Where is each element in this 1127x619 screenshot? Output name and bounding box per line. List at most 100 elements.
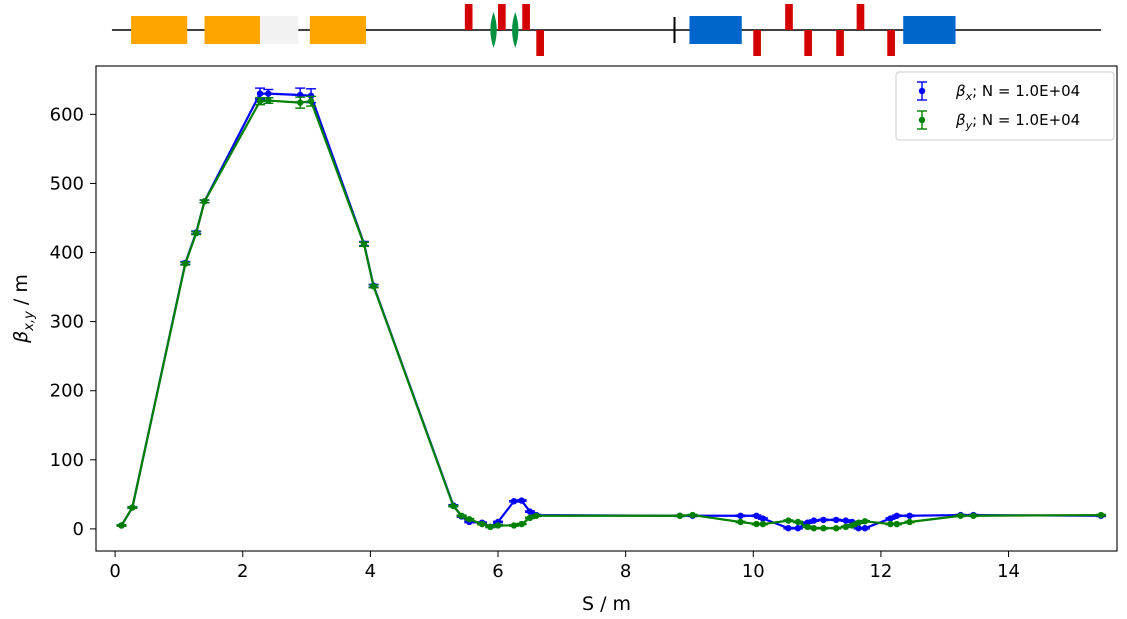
- data-point: [360, 241, 368, 248]
- lattice-diagram: [111, 4, 1102, 56]
- axes: 0 2 4 6 8 10 12 14 0 100 200 300 400 500 600: [50, 104, 1020, 582]
- data-point: [820, 525, 827, 532]
- lattice-element-solenoid: [903, 16, 956, 44]
- lattice-element-quad-focus: [498, 4, 506, 30]
- data-point: [785, 517, 792, 524]
- y-tick-label: 300: [50, 312, 84, 333]
- x-tick-label: 14: [997, 561, 1020, 582]
- y-tick-label: 500: [50, 173, 84, 194]
- data-point: [753, 520, 760, 528]
- data-point: [182, 260, 189, 267]
- plot-frame: [95, 65, 1118, 552]
- data-point: [820, 516, 827, 524]
- lattice-element-quad-focus: [856, 4, 865, 30]
- lattice-element-quad-defocus: [753, 30, 761, 56]
- data-point: [192, 229, 200, 237]
- legend-marker: [917, 110, 927, 130]
- x-tick-label: 4: [365, 561, 376, 582]
- data-point: [893, 520, 901, 528]
- data-point: [759, 520, 767, 528]
- series-line: [120, 92, 1102, 530]
- data-point: [794, 525, 802, 532]
- lattice-element-sextupole: [512, 12, 519, 48]
- legend-entry: βx; N = 1.0E+04: [955, 82, 1080, 103]
- data-point: [265, 97, 272, 104]
- data-point: [906, 512, 913, 519]
- x-tick-label: 2: [237, 561, 248, 582]
- lattice-element-quad-focus: [464, 4, 473, 30]
- data-point: [893, 512, 901, 519]
- lattice-element-sextupole: [490, 12, 497, 48]
- lattice-element-solenoid: [689, 16, 742, 44]
- data-point: [201, 198, 208, 205]
- series-layer: [116, 87, 1107, 532]
- data-point: [676, 512, 684, 519]
- data-point: [370, 283, 377, 290]
- data-point: [458, 512, 465, 519]
- y-tick-label: 600: [50, 104, 84, 125]
- x-tick-label: 10: [742, 561, 765, 582]
- data-point: [466, 516, 473, 523]
- data-point: [129, 504, 136, 511]
- data-point: [861, 525, 869, 532]
- data-point: [737, 518, 744, 526]
- lattice-element-quad-defocus: [836, 30, 844, 56]
- data-point: [810, 517, 818, 524]
- series-line: [120, 99, 1102, 530]
- lattice-element-quad-focus: [522, 4, 530, 30]
- lattice-element-quad-defocus: [804, 30, 812, 56]
- data-point: [265, 90, 272, 97]
- y-axis-label-unit: / m: [10, 274, 32, 311]
- data-point: [794, 518, 802, 526]
- data-point: [526, 508, 534, 515]
- data-point: [957, 512, 964, 519]
- data-point: [970, 512, 977, 519]
- data-point: [307, 98, 315, 105]
- data-point: [689, 511, 696, 519]
- data-point: [487, 523, 494, 531]
- data-point: [737, 512, 744, 519]
- data-point: [256, 90, 264, 97]
- data-point: [906, 518, 913, 526]
- x-tick-label: 8: [620, 561, 631, 582]
- legend-box: [895, 71, 1115, 141]
- data-point: [1097, 511, 1105, 519]
- x-tick-label: 12: [869, 561, 892, 582]
- series-x: [116, 87, 1107, 532]
- data-point: [785, 525, 792, 532]
- data-point: [450, 502, 457, 510]
- data-point: [759, 515, 767, 522]
- data-point: [518, 497, 525, 504]
- y-axis-label: βx,y / m: [10, 274, 37, 344]
- x-tick-label: 0: [109, 561, 120, 582]
- lattice-element-dipole-faint: [259, 16, 299, 44]
- data-point: [118, 522, 125, 529]
- y-tick-label: 400: [50, 243, 84, 264]
- lattice-element-marker: [673, 17, 676, 43]
- lattice-element-dipole: [131, 16, 188, 44]
- y-axis-label-symbol: β: [10, 331, 32, 344]
- data-point: [810, 525, 818, 532]
- lattice-element-dipole: [204, 16, 260, 44]
- lattice-element-quad-focus: [785, 4, 793, 30]
- lattice-element-quad-defocus: [536, 30, 544, 56]
- data-point: [478, 520, 486, 528]
- legend-marker: [917, 81, 927, 101]
- data-point: [510, 522, 518, 529]
- data-point: [861, 518, 869, 525]
- legend-entry: βy; N = 1.0E+04: [955, 111, 1080, 132]
- data-point: [533, 512, 540, 519]
- data-point: [510, 498, 518, 505]
- x-tick-label: 6: [492, 561, 503, 582]
- data-point: [494, 522, 502, 529]
- data-point: [256, 98, 264, 105]
- series-y: [116, 95, 1107, 532]
- x-axis-label: S / m: [582, 593, 631, 615]
- y-tick-label: 0: [73, 519, 84, 540]
- data-point: [518, 520, 525, 528]
- y-tick-label: 200: [50, 381, 84, 402]
- data-point: [833, 525, 840, 532]
- data-point: [297, 99, 304, 106]
- lattice-element-quad-defocus: [887, 30, 895, 56]
